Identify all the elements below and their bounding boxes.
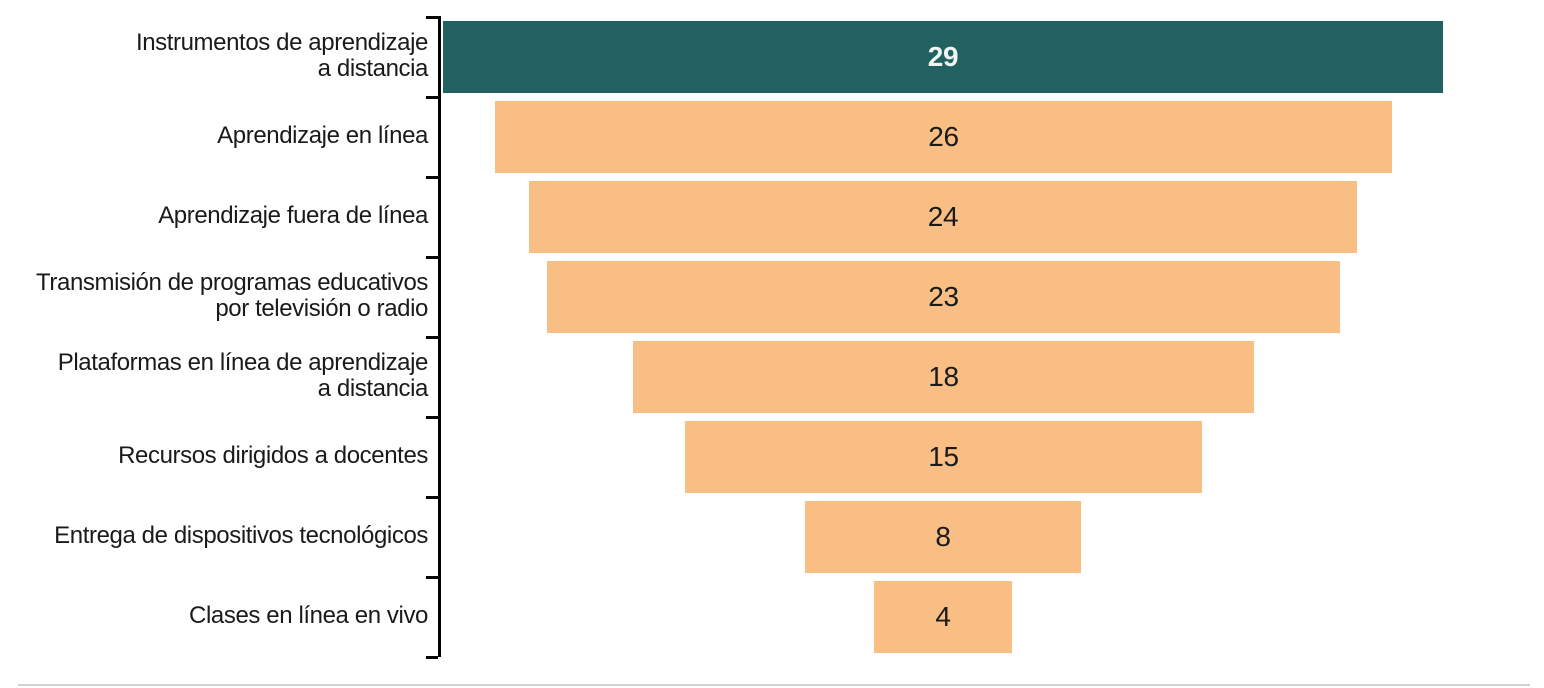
bar-value-label: 8 xyxy=(935,521,951,552)
funnel-bar: 29 xyxy=(443,21,1443,93)
bottom-edge-artifact xyxy=(18,684,1530,686)
bar-value-label: 26 xyxy=(928,121,959,152)
category-label-text: Aprendizaje fuera de línea xyxy=(158,201,428,229)
y-axis-line xyxy=(438,16,441,657)
category-label: Recursos dirigidos a docentes xyxy=(4,416,428,496)
axis-tick xyxy=(426,336,438,339)
category-label-text: Entrega de dispositivos tecnológicos xyxy=(54,521,428,549)
funnel-bar: 24 xyxy=(529,181,1357,253)
funnel-bar: 4 xyxy=(874,581,1012,653)
funnel-bar: 23 xyxy=(547,261,1340,333)
axis-tick xyxy=(426,416,438,419)
axis-tick xyxy=(426,496,438,499)
category-label-text: Clases en línea en vivo xyxy=(189,601,428,629)
axis-tick xyxy=(426,576,438,579)
bar-value-label: 24 xyxy=(927,201,959,232)
category-label-text: Plataformas en línea de aprendizaje a dis… xyxy=(57,348,429,402)
bar-value-label: 15 xyxy=(928,441,959,472)
bar-value-label: 18 xyxy=(928,361,959,392)
category-label: Entrega de dispositivos tecnológicos xyxy=(4,496,428,576)
category-label-text: Recursos dirigidos a docentes xyxy=(118,441,428,469)
axis-tick xyxy=(426,96,438,99)
funnel-bar: 8 xyxy=(805,501,1081,573)
category-label: Clases en línea en vivo xyxy=(4,576,428,656)
funnel-bar: 26 xyxy=(495,101,1392,173)
bar-value-label: 4 xyxy=(935,601,951,632)
category-label: Plataformas en línea de aprendizaje a dis… xyxy=(4,336,429,416)
axis-tick xyxy=(426,256,438,259)
category-label: Transmisión de programas educativos por t… xyxy=(4,256,428,336)
axis-tick xyxy=(426,176,438,179)
bar-value-label: 29 xyxy=(927,41,959,72)
category-label-text: Transmisión de programas educativos por t… xyxy=(36,268,428,322)
axis-tick xyxy=(426,16,438,19)
category-label: Instrumentos de aprendizaje a distancia xyxy=(4,16,428,96)
funnel-bar: 15 xyxy=(685,421,1202,493)
category-label: Aprendizaje en línea xyxy=(4,96,428,176)
bar-value-label: 23 xyxy=(928,281,959,312)
category-label: Aprendizaje fuera de línea xyxy=(4,176,428,256)
funnel-bar: 18 xyxy=(633,341,1254,413)
axis-tick xyxy=(426,656,438,659)
category-label-text: Aprendizaje en línea xyxy=(217,121,428,149)
category-label-text: Instrumentos de aprendizaje a distancia xyxy=(135,28,428,82)
